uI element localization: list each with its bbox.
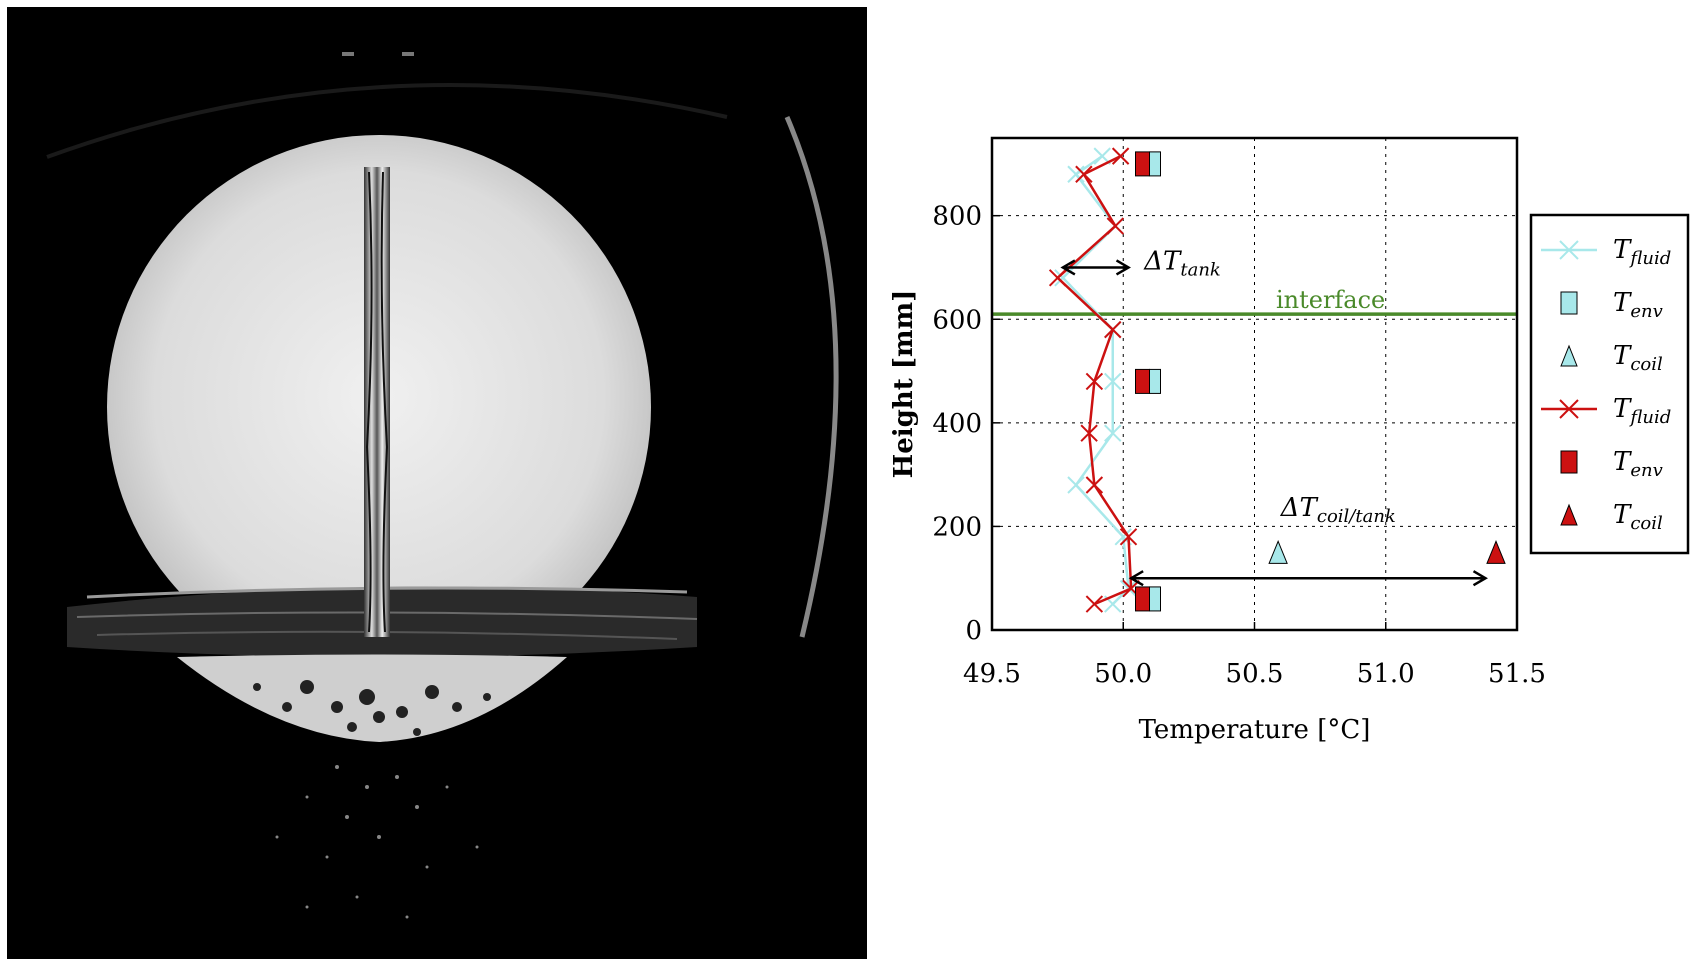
x-tick-label: 50.0 [1094, 659, 1152, 689]
chart-svg: interface ΔTtank ΔTcoil/tank 49.5 50.0 50.… [889, 136, 1690, 745]
series-point [1104, 424, 1122, 442]
jet-tank-photo [7, 7, 867, 959]
legend-triangle-marker [1560, 344, 1578, 367]
legend-label-main: T [1613, 235, 1632, 265]
legend-label-sub: coil [1630, 354, 1663, 375]
series-point [1067, 165, 1085, 183]
series-point [1067, 476, 1085, 494]
x-tick-label: 49.5 [963, 659, 1021, 689]
legend-label: Tenv [1613, 447, 1663, 481]
interface-label: interface [1276, 286, 1385, 314]
env-marker-red [1135, 151, 1150, 177]
coil-marker [1268, 539, 1288, 564]
series-point [1048, 269, 1067, 287]
legend-label: Tenv [1613, 288, 1663, 322]
arrow-head [1472, 570, 1488, 587]
legend-label-sub: fluid [1628, 248, 1671, 269]
annotations: ΔTtank ΔTcoil/tank [1060, 246, 1488, 587]
legend-label-sub: fluid [1628, 407, 1671, 428]
y-tick-label: 800 [932, 202, 982, 232]
env-marker-cyan [1149, 368, 1161, 394]
legend-label-main: T [1613, 394, 1632, 424]
legend-label: Tcoil [1613, 500, 1663, 534]
legend-box [1529, 213, 1690, 555]
legend-square-marker [1560, 291, 1578, 315]
series-point [1085, 476, 1104, 494]
x-axis-ticks: 49.5 50.0 50.5 51.0 51.5 [963, 622, 1546, 689]
x-axis-label: Temperature [°C] [1139, 715, 1371, 745]
legend-label-sub: env [1630, 460, 1662, 481]
legend-triangle-marker [1560, 503, 1578, 526]
y-tick-label: 200 [932, 512, 982, 542]
series-point [1080, 424, 1098, 442]
arrow-head [1060, 259, 1076, 276]
series [1048, 147, 1140, 613]
arrow-head [1115, 259, 1131, 276]
coil-marker [1486, 539, 1506, 564]
legend-label-sub: coil [1630, 513, 1663, 534]
markers [1135, 151, 1506, 612]
series-point [1104, 320, 1122, 339]
env-marker-red [1135, 586, 1150, 612]
arrow-head [1128, 570, 1144, 587]
legend-x-marker [1559, 240, 1579, 260]
x-tick-label: 51.5 [1488, 659, 1546, 689]
series-point [1106, 217, 1125, 235]
temperature-profile-chart: interface ΔTtank ΔTcoil/tank 49.5 50.0 50.… [880, 0, 1691, 965]
legend-square-marker [1560, 450, 1578, 474]
legend-label-main: T [1613, 500, 1632, 530]
legend-label-main: T [1613, 341, 1632, 371]
y-tick-label: 600 [932, 305, 982, 335]
y-axis-ticks: 0 200 400 600 800 [932, 202, 1000, 646]
delta-t-coil-label: ΔTcoil/tank [1280, 493, 1396, 527]
x-tick-label: 51.0 [1357, 659, 1415, 689]
legend-label-main: T [1613, 288, 1632, 318]
series-point [1075, 165, 1093, 183]
series-point [1111, 147, 1130, 165]
env-marker-cyan [1149, 151, 1161, 177]
grid [991, 138, 1518, 631]
interface-line-group: interface [992, 286, 1517, 316]
legend-label-main: T [1613, 447, 1632, 477]
y-tick-label: 0 [965, 616, 982, 646]
series-point [1085, 372, 1104, 391]
env-marker-red [1135, 368, 1150, 394]
series-point [1054, 269, 1072, 287]
series-point [1119, 528, 1138, 546]
y-axis-label: Height [mm] [889, 290, 919, 479]
legend-x-marker [1559, 399, 1579, 419]
series-point [1085, 595, 1104, 613]
legend-label: Tfluid [1613, 394, 1671, 428]
legend-label-sub: env [1630, 301, 1662, 322]
env-marker-cyan [1149, 586, 1161, 612]
jet-plunging-into-tank-photo-icon [7, 7, 867, 959]
legend-label: Tcoil [1613, 341, 1663, 375]
legend-label: Tfluid [1613, 235, 1671, 269]
series-point [1104, 372, 1122, 391]
delta-t-tank-label: ΔTtank [1143, 246, 1221, 280]
y-tick-label: 400 [932, 409, 982, 439]
x-tick-label: 50.5 [1226, 659, 1284, 689]
